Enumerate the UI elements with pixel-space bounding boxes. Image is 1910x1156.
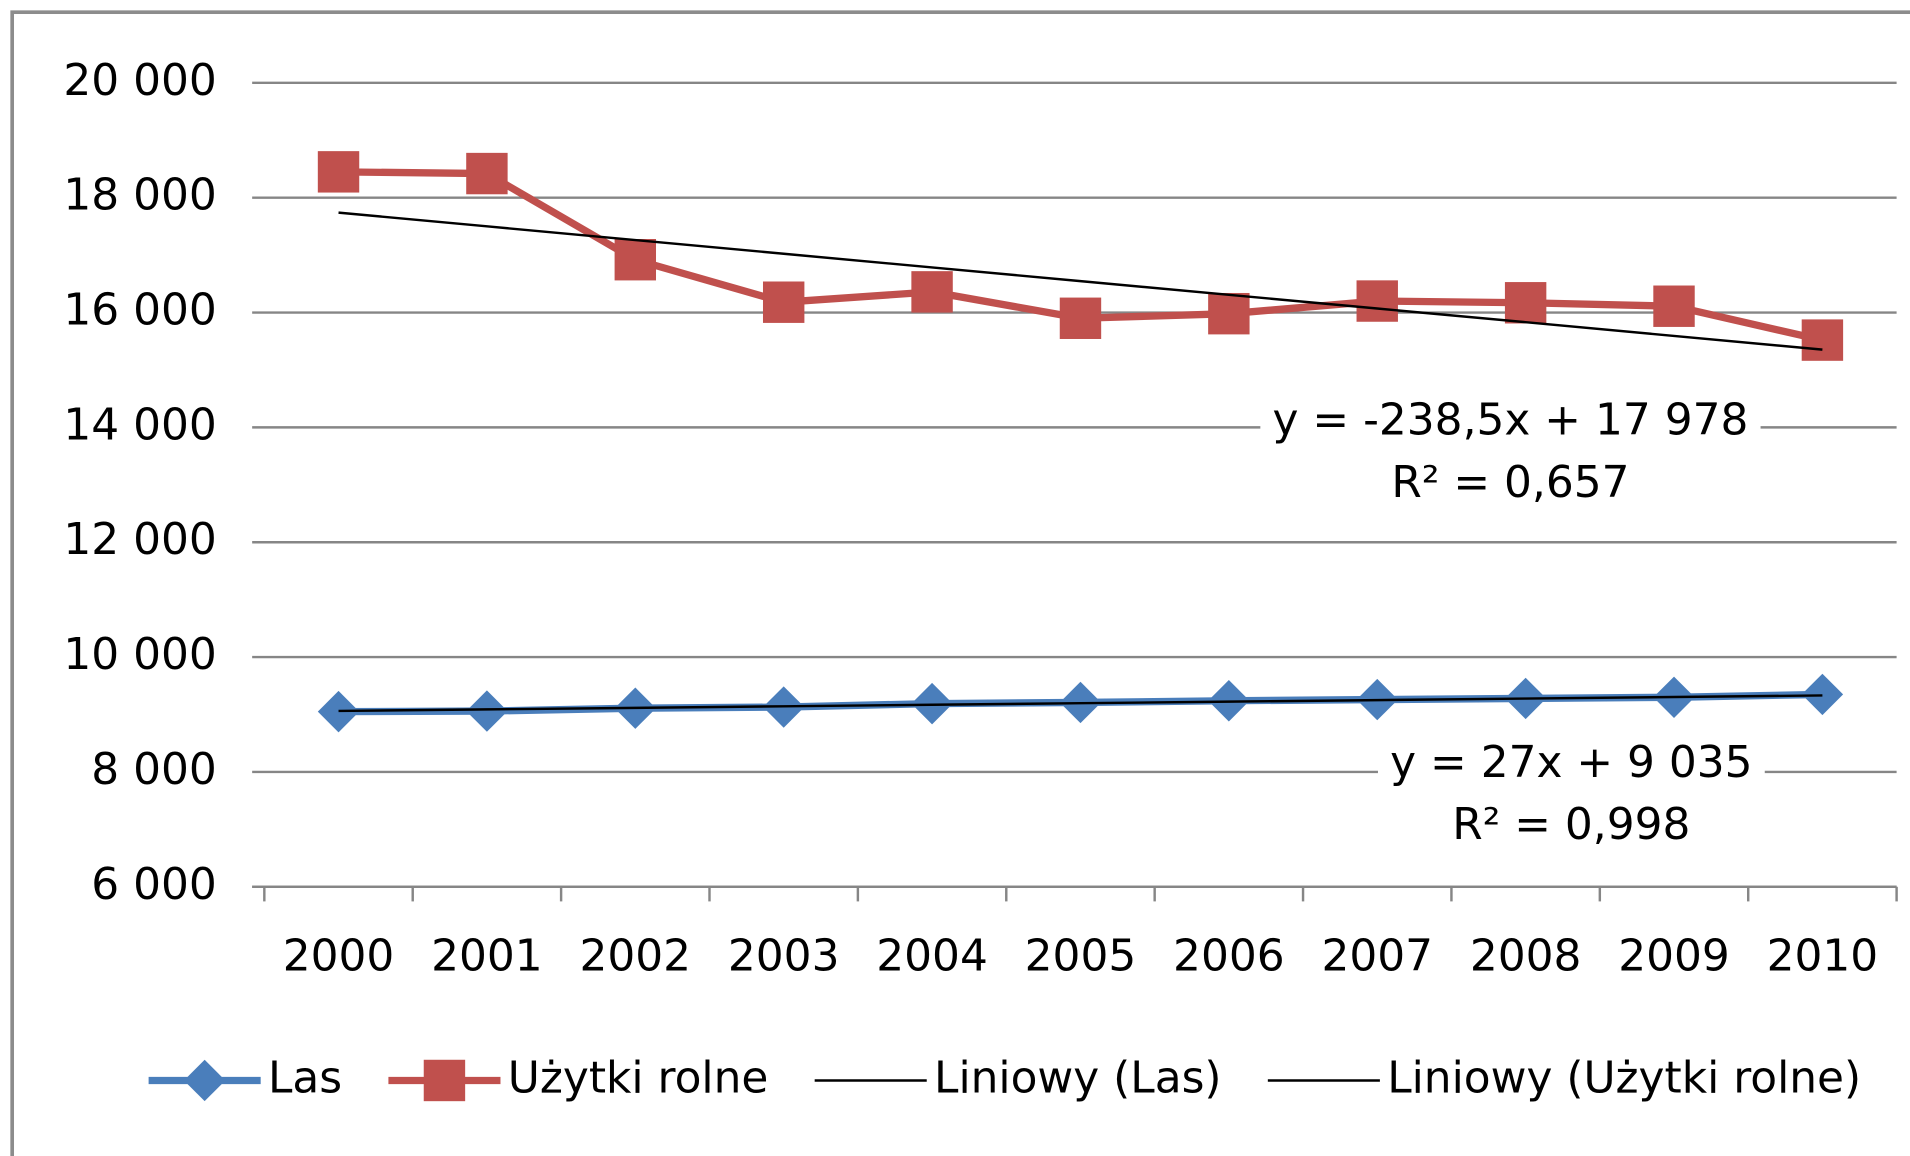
legend-item: Liniowy (Użytki rolne) bbox=[1267, 1052, 1861, 1103]
data-point bbox=[466, 690, 508, 732]
x-tick-label: 2010 bbox=[1767, 931, 1879, 982]
annotation-bg bbox=[1260, 394, 1761, 508]
x-tick-label: 2004 bbox=[876, 931, 988, 982]
trend-equation: y = -238,5x + 17 978 R² = 0,657 bbox=[1260, 394, 1761, 508]
x-tick-label: 2003 bbox=[728, 931, 840, 982]
trend-line bbox=[338, 694, 1823, 713]
legend-item: Las bbox=[148, 1052, 342, 1103]
annotation-text: y = -238,5x + 17 978 bbox=[1273, 395, 1749, 446]
data-point bbox=[1801, 319, 1844, 361]
data-point bbox=[466, 152, 508, 195]
legend-marker bbox=[423, 1059, 466, 1102]
legend-label: Liniowy (Las) bbox=[934, 1052, 1222, 1103]
legend-item: Użytki rolne bbox=[388, 1052, 768, 1103]
y-tick-label: 8 000 bbox=[91, 744, 217, 795]
data-point bbox=[614, 238, 657, 281]
x-tick-label: 2007 bbox=[1321, 931, 1433, 982]
data-point bbox=[762, 281, 805, 323]
data-point bbox=[1504, 282, 1547, 324]
trend-equation: y = 27x + 9 035 R² = 0,998 bbox=[1377, 736, 1765, 851]
y-tick-label: 6 000 bbox=[91, 859, 217, 910]
x-tick-label: 2005 bbox=[1025, 931, 1137, 982]
data-point bbox=[1356, 280, 1398, 322]
y-tick-label: 12 000 bbox=[63, 514, 216, 565]
legend-item: Liniowy (Las) bbox=[814, 1052, 1222, 1103]
x-tick-label: 2006 bbox=[1173, 931, 1285, 982]
annotation-text: R² = 0,998 bbox=[1452, 799, 1690, 850]
data-point bbox=[911, 271, 953, 313]
x-tick-label: 2001 bbox=[431, 931, 543, 982]
legend-marker bbox=[183, 1059, 226, 1102]
legend-label: Las bbox=[268, 1052, 342, 1103]
annotation-text: R² = 0,657 bbox=[1391, 457, 1629, 508]
trend-line bbox=[338, 211, 1823, 351]
data-point bbox=[317, 690, 360, 733]
legend-label: Użytki rolne bbox=[508, 1052, 769, 1103]
y-tick-label: 16 000 bbox=[63, 285, 216, 336]
x-tick-label: 2009 bbox=[1618, 931, 1730, 982]
data-point bbox=[1059, 297, 1102, 339]
data-point bbox=[1208, 292, 1250, 335]
chart-frame bbox=[10, 10, 1910, 1156]
legend-label: Liniowy (Użytki rolne) bbox=[1387, 1052, 1861, 1103]
y-tick-label: 18 000 bbox=[63, 170, 216, 221]
y-tick-label: 10 000 bbox=[63, 629, 216, 680]
x-tick-label: 2000 bbox=[283, 931, 395, 982]
x-tick-label: 2008 bbox=[1470, 931, 1582, 982]
data-point bbox=[1801, 673, 1844, 716]
data-point bbox=[317, 151, 360, 193]
y-tick-label: 14 000 bbox=[63, 399, 216, 450]
x-tick-label: 2002 bbox=[580, 931, 692, 982]
annotation-bg bbox=[1377, 736, 1765, 851]
annotation-text: y = 27x + 9 035 bbox=[1390, 737, 1752, 788]
data-point bbox=[1653, 285, 1695, 327]
y-tick-label: 20 000 bbox=[63, 55, 216, 106]
